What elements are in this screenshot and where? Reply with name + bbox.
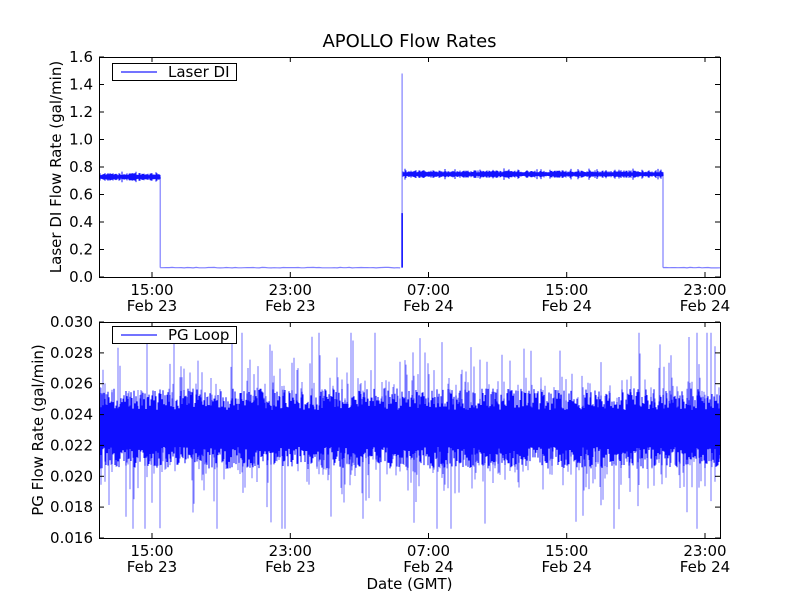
y-tick-label: 0.8: [69, 158, 93, 176]
legend-laser-di: Laser DI: [112, 63, 237, 81]
x-tick-date-label: Feb 23: [265, 558, 315, 576]
x-tick-time-label: 07:00: [407, 542, 450, 560]
legend-label: Laser DI: [168, 63, 230, 81]
y-tick-label: 0.020: [50, 467, 93, 485]
bottom-y-axis-label: PG Flow Rate (gal/min): [29, 344, 47, 516]
x-tick-time-label: 15:00: [130, 542, 173, 560]
x-tick-time-label: 23:00: [683, 281, 726, 299]
x-tick-date-label: Feb 24: [403, 297, 453, 315]
x-tick-date-label: Feb 23: [127, 558, 177, 576]
y-tick-label: 0.026: [50, 375, 93, 393]
y-tick-label: 1.0: [69, 131, 93, 149]
x-tick-date-label: Feb 24: [541, 558, 591, 576]
x-axis-label: Date (GMT): [366, 575, 453, 593]
x-tick-date-label: Feb 23: [265, 297, 315, 315]
figure-title: APOLLO Flow Rates: [322, 31, 497, 52]
legend-label: PG Loop: [168, 326, 230, 344]
y-tick-label: 0.016: [50, 529, 93, 547]
y-tick-label: 0.6: [69, 186, 93, 204]
x-tick-date-label: Feb 24: [680, 297, 730, 315]
y-tick-label: 0.018: [50, 498, 93, 516]
legend-line-sample-icon: [121, 334, 157, 336]
Laser DI-line: [99, 73, 720, 269]
legend-line-sample-icon: [121, 71, 157, 73]
x-tick-date-label: Feb 23: [127, 297, 177, 315]
x-tick-date-label: Feb 24: [541, 297, 591, 315]
y-tick-label: 0.022: [50, 436, 93, 454]
y-tick-label: 0.2: [69, 241, 93, 259]
axes-frame: [99, 322, 721, 539]
y-tick-label: 1.2: [69, 103, 93, 121]
y-tick-label: 0.030: [50, 313, 93, 331]
pg-loop-core-band: [99, 388, 720, 469]
x-tick-time-label: 15:00: [130, 281, 173, 299]
x-tick-time-label: 23:00: [269, 281, 312, 299]
x-tick-date-label: Feb 24: [680, 558, 730, 576]
x-tick-time-label: 23:00: [683, 542, 726, 560]
laser-di-noise-band: [99, 168, 664, 183]
x-tick-time-label: 15:00: [545, 542, 588, 560]
axes-frame: [99, 57, 721, 278]
x-tick-date-label: Feb 24: [403, 558, 453, 576]
x-tick-time-label: 23:00: [269, 542, 312, 560]
x-tick-time-label: 15:00: [545, 281, 588, 299]
x-tick-time-label: 07:00: [407, 281, 450, 299]
PG Loop-line: [99, 332, 720, 529]
legend-pg-loop: PG Loop: [112, 326, 237, 344]
y-tick-label: 1.6: [69, 48, 93, 66]
y-tick-label: 0.0: [69, 268, 93, 286]
y-tick-label: 0.024: [50, 406, 93, 424]
y-tick-label: 1.4: [69, 76, 93, 94]
top-y-axis-label: Laser DI Flow Rate (gal/min): [47, 60, 65, 274]
y-tick-label: 0.4: [69, 213, 93, 231]
y-tick-label: 0.028: [50, 344, 93, 362]
laser-di-baseline-segments: [159, 73, 720, 269]
